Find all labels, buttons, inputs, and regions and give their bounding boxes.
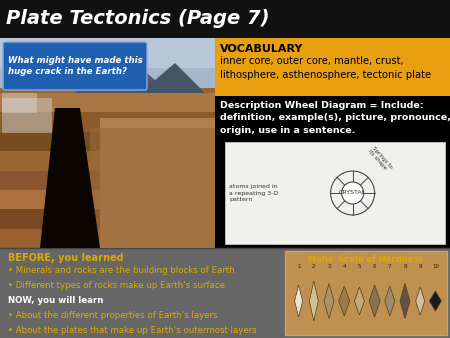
Polygon shape [355, 287, 365, 315]
FancyBboxPatch shape [0, 0, 450, 38]
FancyBboxPatch shape [0, 88, 215, 248]
Polygon shape [339, 286, 350, 316]
Text: 7: 7 [388, 264, 392, 269]
Polygon shape [40, 108, 100, 248]
Polygon shape [75, 50, 170, 93]
FancyBboxPatch shape [0, 132, 215, 152]
FancyBboxPatch shape [3, 42, 147, 90]
Polygon shape [309, 281, 318, 321]
Polygon shape [140, 63, 205, 93]
FancyBboxPatch shape [0, 38, 215, 68]
Text: • About the plates that make up Earth's outermost layers: • About the plates that make up Earth's … [8, 326, 257, 335]
Polygon shape [324, 284, 334, 318]
Circle shape [342, 182, 364, 204]
FancyBboxPatch shape [0, 112, 215, 133]
Text: 3: 3 [327, 264, 331, 269]
Polygon shape [416, 287, 425, 315]
Text: NOW, you will learn: NOW, you will learn [8, 296, 104, 305]
Text: Plate Tectonics (Page 7): Plate Tectonics (Page 7) [6, 9, 270, 28]
Text: 5: 5 [358, 264, 361, 269]
Text: • Minerals and rocks are the building blocks of Earth: • Minerals and rocks are the building bl… [8, 266, 235, 275]
Text: 10: 10 [432, 264, 439, 269]
Polygon shape [429, 291, 441, 311]
Text: BEFORE, you learned: BEFORE, you learned [8, 253, 124, 263]
Polygon shape [369, 285, 380, 317]
FancyBboxPatch shape [285, 251, 447, 335]
FancyBboxPatch shape [225, 142, 445, 244]
Text: Springs to
its shape: Springs to its shape [367, 145, 394, 173]
FancyBboxPatch shape [2, 93, 37, 113]
FancyBboxPatch shape [0, 248, 450, 338]
Polygon shape [385, 286, 395, 316]
Text: What might have made this
huge crack in the Earth?: What might have made this huge crack in … [8, 55, 143, 76]
Text: 8: 8 [403, 264, 407, 269]
FancyBboxPatch shape [0, 190, 215, 210]
FancyBboxPatch shape [90, 128, 215, 248]
Text: Description Wheel Diagram = Include:
definition, example(s), picture, pronounce,: Description Wheel Diagram = Include: def… [220, 101, 450, 135]
FancyBboxPatch shape [100, 118, 215, 248]
FancyBboxPatch shape [0, 151, 215, 171]
Text: 6: 6 [373, 264, 376, 269]
Text: • About the different properties of Earth's layers: • About the different properties of Eart… [8, 311, 218, 320]
FancyBboxPatch shape [0, 38, 215, 93]
Text: • Different types of rocks make up Earth's surface: • Different types of rocks make up Earth… [8, 281, 225, 290]
Text: CRYSTAL: CRYSTAL [339, 191, 366, 195]
Text: 1: 1 [297, 264, 300, 269]
Text: 4: 4 [342, 264, 346, 269]
FancyBboxPatch shape [215, 96, 450, 248]
Text: atoms joined in
a repeating 3-D
pattern: atoms joined in a repeating 3-D pattern [229, 184, 279, 202]
FancyBboxPatch shape [0, 170, 215, 191]
FancyBboxPatch shape [0, 228, 215, 249]
FancyBboxPatch shape [0, 93, 215, 113]
FancyBboxPatch shape [2, 98, 52, 133]
Text: 9: 9 [418, 264, 422, 269]
Polygon shape [295, 285, 302, 317]
FancyBboxPatch shape [215, 38, 450, 96]
Text: inner core, outer core, mantle, crust,
lithosphere, asthenosphere, tectonic plat: inner core, outer core, mantle, crust, l… [220, 56, 431, 80]
Polygon shape [400, 284, 410, 318]
Text: 2: 2 [312, 264, 315, 269]
Text: VOCABULARY: VOCABULARY [220, 44, 303, 54]
FancyBboxPatch shape [0, 209, 215, 230]
Text: Mohs' Scale of Hardness: Mohs' Scale of Hardness [308, 255, 423, 264]
